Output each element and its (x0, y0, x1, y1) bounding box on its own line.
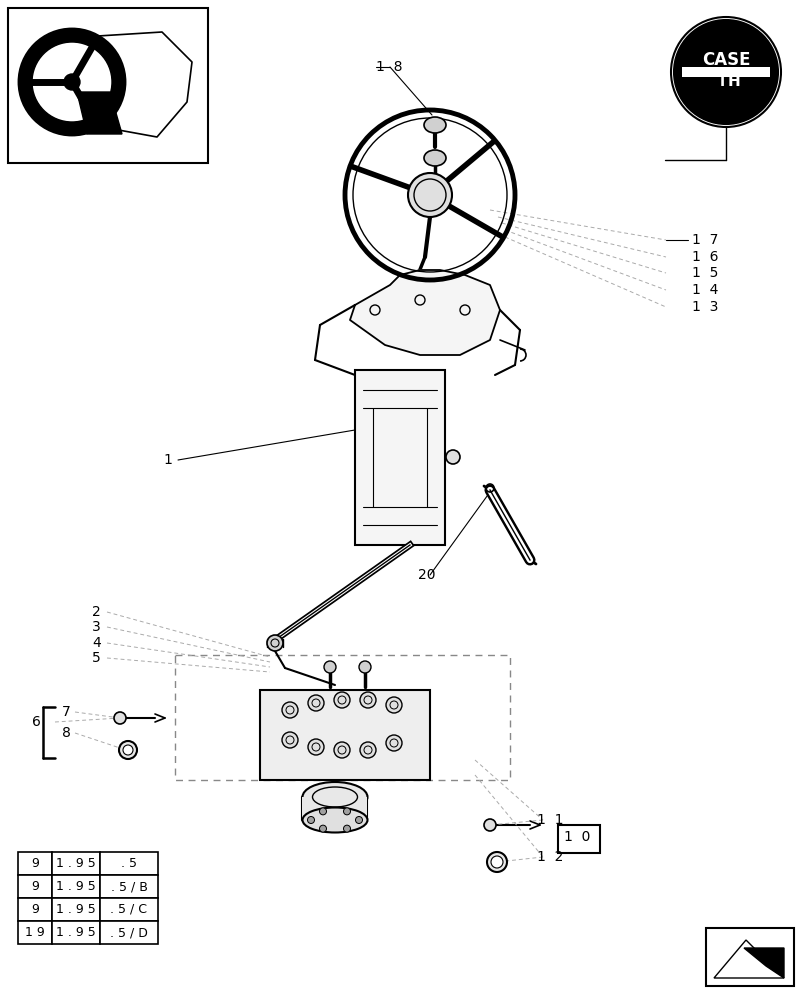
Text: 1  4: 1 4 (691, 283, 718, 297)
Bar (52, 921, 100, 944)
Circle shape (483, 819, 496, 831)
Text: 1 . 9 5: 1 . 9 5 (56, 926, 96, 939)
Text: 1  1: 1 1 (536, 813, 563, 827)
Circle shape (359, 742, 375, 758)
Text: 7: 7 (62, 705, 71, 719)
Text: 1  2: 1 2 (536, 850, 563, 864)
Text: 1 . 9 5: 1 . 9 5 (56, 903, 96, 916)
Bar (354, 370, 444, 545)
Circle shape (343, 808, 350, 815)
Circle shape (385, 697, 401, 713)
Circle shape (670, 17, 780, 127)
Text: . 5: . 5 (121, 857, 137, 870)
Text: 1 . 9 5: 1 . 9 5 (56, 880, 96, 893)
Ellipse shape (303, 808, 367, 832)
Circle shape (319, 808, 326, 815)
Bar (260, 690, 430, 780)
Bar (100, 875, 158, 898)
Text: 1 . 9 5: 1 . 9 5 (56, 857, 96, 870)
Ellipse shape (423, 150, 445, 166)
Polygon shape (713, 940, 783, 978)
Bar (18, 875, 52, 898)
Text: . 5 / B: . 5 / B (110, 880, 148, 893)
Text: 4: 4 (92, 636, 101, 650)
Text: 9: 9 (31, 903, 39, 916)
Text: 8: 8 (62, 726, 71, 740)
Circle shape (385, 735, 401, 751)
Text: 9: 9 (31, 880, 39, 893)
Bar (100, 898, 158, 921)
Circle shape (307, 739, 324, 755)
Circle shape (333, 742, 350, 758)
Text: 1  8: 1 8 (375, 60, 402, 74)
Text: 5: 5 (92, 651, 101, 665)
Text: 20: 20 (418, 568, 435, 582)
Bar (302, 797, 367, 819)
Bar (100, 921, 158, 944)
Circle shape (491, 856, 502, 868)
Circle shape (122, 745, 133, 755)
Circle shape (407, 173, 452, 217)
Bar (681, 67, 769, 77)
Text: 1  6: 1 6 (691, 250, 718, 264)
Text: CASE: CASE (701, 51, 749, 69)
Text: 3: 3 (92, 620, 101, 634)
Circle shape (281, 732, 298, 748)
Polygon shape (350, 270, 500, 355)
Circle shape (343, 825, 350, 832)
Circle shape (358, 661, 371, 673)
Ellipse shape (423, 117, 445, 133)
Circle shape (32, 42, 112, 122)
Bar (8, 8, 208, 163)
Text: 9: 9 (31, 857, 39, 870)
Circle shape (324, 661, 336, 673)
Bar (705, 928, 793, 986)
Text: i: i (719, 75, 723, 90)
Text: 1  3: 1 3 (691, 300, 718, 314)
Circle shape (319, 825, 326, 832)
Text: . 5 / C: . 5 / C (110, 903, 148, 916)
Circle shape (281, 702, 298, 718)
Bar (18, 921, 52, 944)
Circle shape (267, 635, 283, 651)
Circle shape (359, 692, 375, 708)
Bar (52, 852, 100, 875)
Bar (18, 898, 52, 921)
Text: 6: 6 (32, 715, 41, 729)
Text: 1 9: 1 9 (25, 926, 45, 939)
Circle shape (445, 450, 460, 464)
Circle shape (119, 741, 137, 759)
Bar (557, 825, 599, 853)
Polygon shape (77, 92, 122, 134)
Circle shape (307, 816, 314, 824)
Bar (100, 852, 158, 875)
Text: 1  0: 1 0 (564, 830, 590, 844)
Bar (52, 898, 100, 921)
Circle shape (114, 712, 126, 724)
Circle shape (20, 30, 124, 134)
Circle shape (307, 695, 324, 711)
Text: 2: 2 (92, 605, 101, 619)
Text: 1  5: 1 5 (691, 266, 718, 280)
Text: H: H (727, 75, 740, 90)
Circle shape (673, 20, 777, 124)
Circle shape (333, 692, 350, 708)
Polygon shape (743, 948, 783, 978)
Text: 1: 1 (163, 453, 172, 467)
Text: 1  7: 1 7 (691, 233, 718, 247)
Bar (18, 852, 52, 875)
Text: . 5 / D: . 5 / D (110, 926, 148, 939)
Circle shape (64, 74, 80, 90)
Circle shape (487, 852, 506, 872)
Circle shape (355, 816, 362, 824)
Ellipse shape (303, 782, 367, 812)
Bar (52, 875, 100, 898)
